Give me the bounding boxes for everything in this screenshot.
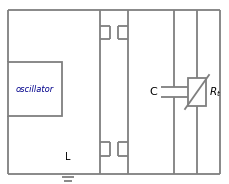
Text: oscillator: oscillator [16, 84, 54, 93]
Text: L: L [65, 152, 71, 162]
Bar [8, 62, 62, 116]
Bar [187, 78, 205, 106]
Text: C: C [149, 87, 156, 97]
Text: $R_t$: $R_t$ [208, 85, 220, 99]
